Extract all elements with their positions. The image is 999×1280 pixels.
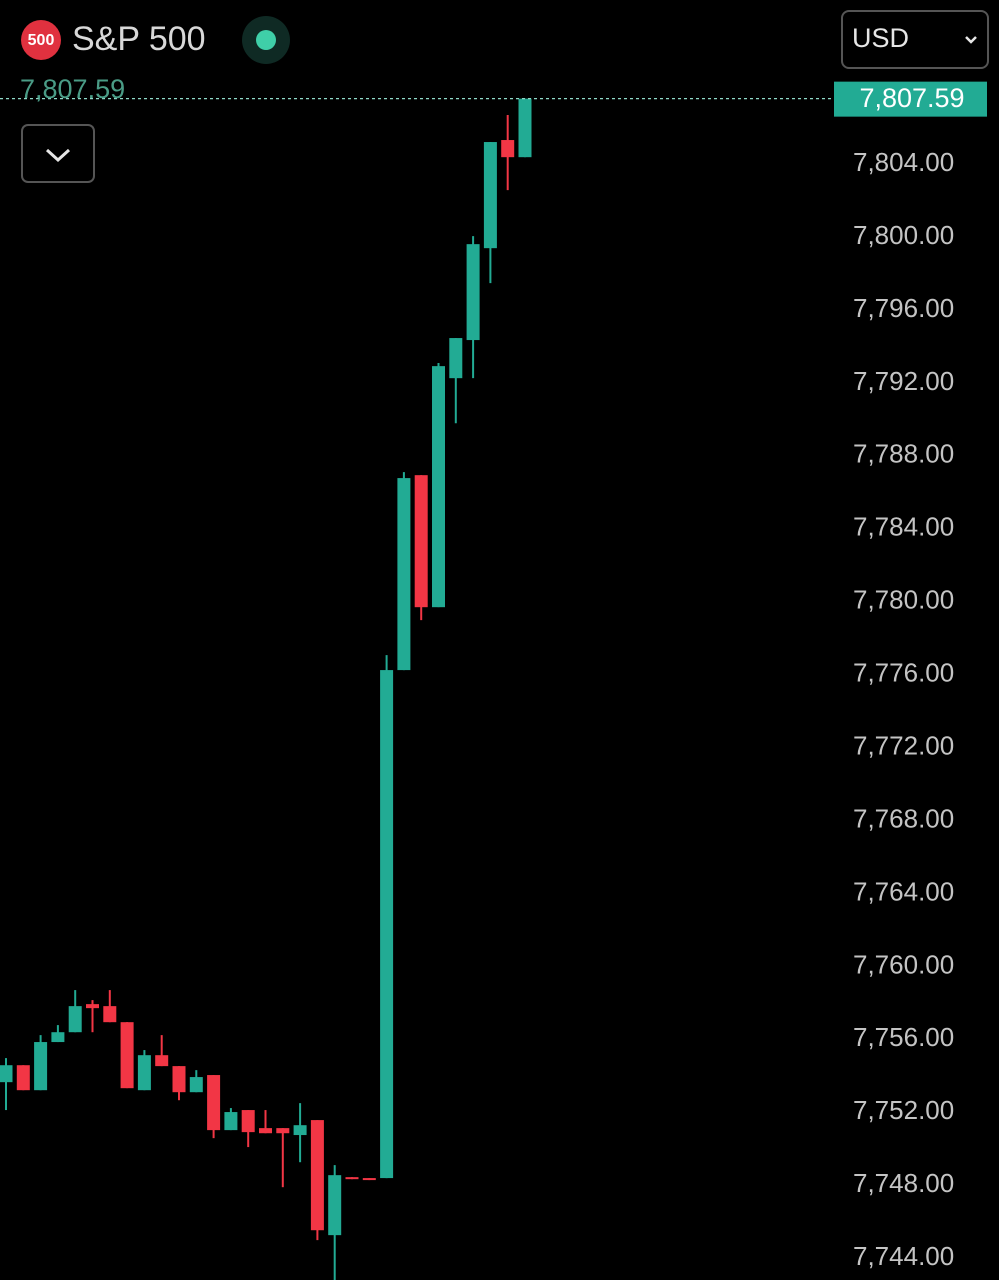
candle-body (276, 1128, 290, 1134)
y-tick-label: 7,804.00 (853, 147, 954, 177)
y-tick-label: 7,796.00 (853, 293, 954, 323)
candle-body (328, 1175, 342, 1236)
y-tick-label: 7,800.00 (853, 220, 954, 250)
y-tick-label: 7,768.00 (853, 803, 954, 833)
candle (120, 1022, 134, 1089)
candle (449, 338, 463, 424)
candle-body (259, 1128, 272, 1134)
currency-label[interactable]: USD (852, 23, 909, 53)
candle (172, 1066, 186, 1101)
candle (155, 1035, 169, 1067)
candle-body (380, 670, 394, 1179)
y-tick-label: 7,748.00 (853, 1168, 954, 1198)
candle-body (397, 478, 411, 671)
collapse-chevron[interactable] (45, 148, 71, 163)
candle (86, 1000, 99, 1033)
candle-body (155, 1055, 169, 1067)
candle (397, 472, 411, 671)
collapse-box[interactable] (21, 124, 95, 183)
y-tick-label: 7,792.00 (853, 366, 954, 396)
candle-body (0, 1065, 13, 1083)
currency-select[interactable]: USD (841, 10, 989, 69)
last-price-tag-label: 7,807.59 (859, 83, 964, 113)
candle (380, 655, 394, 1179)
candle (189, 1070, 203, 1093)
candle (483, 142, 497, 284)
candle-body (345, 1177, 359, 1180)
y-tick-label: 7,776.00 (853, 658, 954, 688)
candle (68, 990, 82, 1033)
candle-body (483, 142, 497, 249)
candle-body (86, 1004, 99, 1009)
candle (310, 1120, 324, 1241)
candle (276, 1128, 290, 1188)
y-tick-label: 7,780.00 (853, 585, 954, 615)
candle (466, 236, 480, 379)
candle (345, 1177, 359, 1180)
candle-body (120, 1022, 134, 1089)
candle-body (518, 98, 532, 158)
symbol-badge: 500 (28, 32, 55, 49)
last-price-tag (834, 81, 987, 117)
candle-body (172, 1066, 186, 1093)
currency-caret[interactable] (965, 36, 977, 44)
candle-body (293, 1125, 307, 1136)
candle (103, 990, 117, 1023)
last-price-label: 7,807.59 (20, 74, 125, 104)
y-tick-label: 7,764.00 (853, 876, 954, 906)
candle-body (466, 244, 480, 341)
candle (518, 98, 532, 158)
status-dot (256, 30, 276, 50)
candle-body (414, 475, 428, 608)
candle (328, 1165, 342, 1280)
candle (0, 1058, 13, 1111)
candle-body (449, 338, 463, 379)
symbol-icon (21, 20, 61, 60)
candle (259, 1110, 272, 1134)
currency-box[interactable] (841, 10, 989, 69)
chart-title: S&P 500 (72, 20, 206, 58)
candle (432, 363, 445, 608)
candle-body (224, 1112, 238, 1131)
candle (137, 1050, 151, 1091)
candle (293, 1103, 307, 1163)
candle-body (34, 1042, 48, 1091)
candle (207, 1075, 221, 1139)
candle-body (68, 1006, 82, 1033)
candle-body (137, 1055, 151, 1091)
y-tick-label: 7,784.00 (853, 512, 954, 542)
candle (34, 1035, 48, 1091)
candle-body (207, 1075, 221, 1131)
candle-body (16, 1065, 30, 1091)
y-tick-label: 7,752.00 (853, 1095, 954, 1125)
y-tick-label: 7,772.00 (853, 730, 954, 760)
y-tick-label: 7,788.00 (853, 439, 954, 469)
candle (16, 1065, 30, 1091)
y-tick-label: 7,756.00 (853, 1022, 954, 1052)
candle (241, 1110, 255, 1148)
candle-body (310, 1120, 324, 1231)
candle-body (51, 1032, 65, 1043)
candle (224, 1108, 238, 1131)
y-tick-label: 7,760.00 (853, 949, 954, 979)
candle (362, 1178, 376, 1181)
candle (51, 1025, 65, 1043)
candle (414, 475, 428, 621)
candle-body (432, 366, 445, 608)
candle-body (362, 1178, 376, 1181)
y-tick-label: 7,744.00 (853, 1241, 954, 1271)
candle-body (103, 1006, 117, 1023)
candle (501, 115, 515, 191)
candle-body (189, 1077, 203, 1093)
candle-body (501, 140, 515, 158)
candle-body (241, 1110, 255, 1133)
collapse-button[interactable] (21, 124, 95, 183)
